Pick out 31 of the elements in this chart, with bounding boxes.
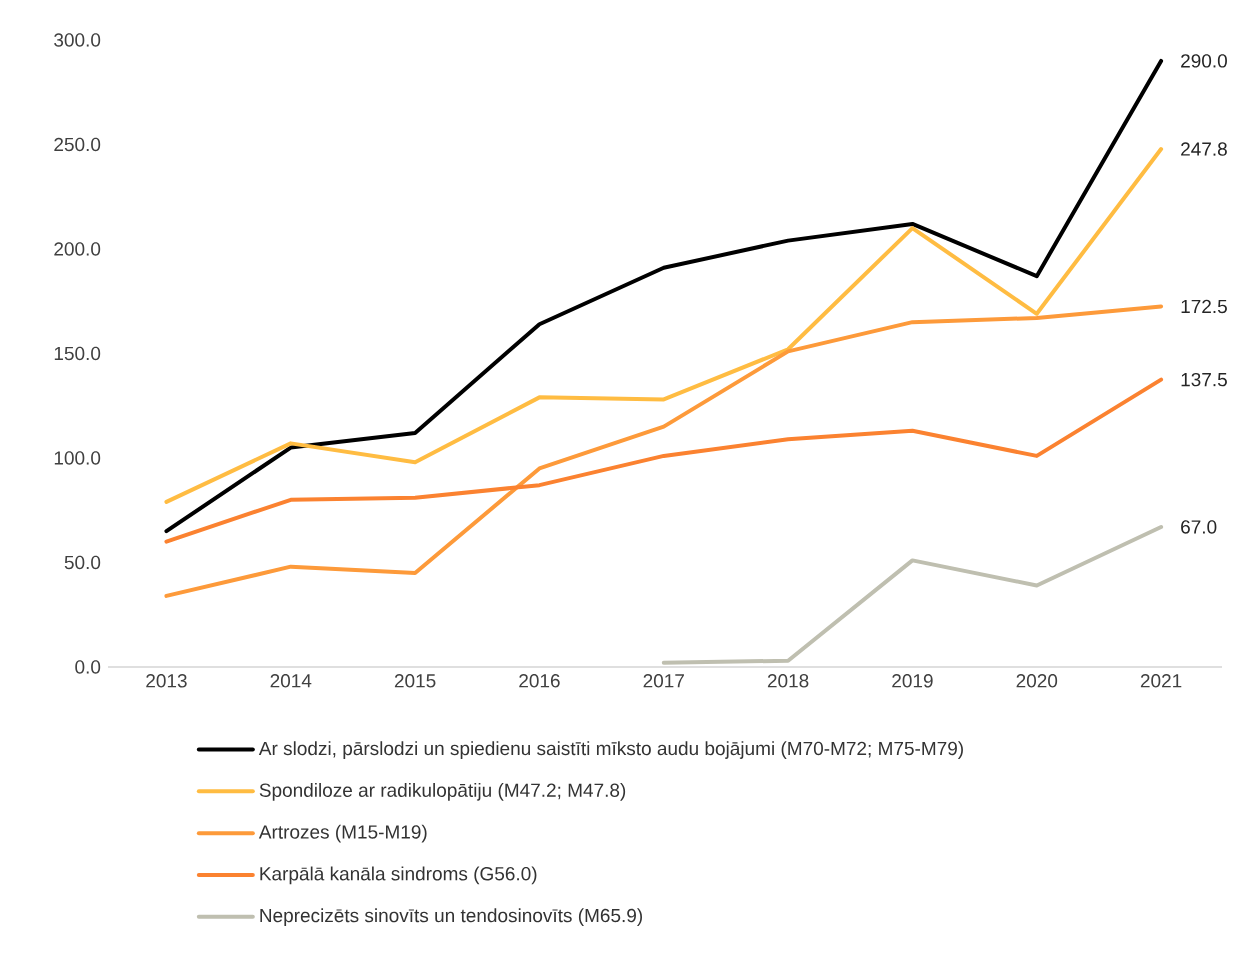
line-series [164, 147, 1164, 504]
y-tick-label: 100.0 [54, 451, 101, 465]
data-label: 67.0 [1181, 520, 1217, 534]
x-tick-label: 2021 [1140, 674, 1182, 688]
y-tick-label: 200.0 [54, 242, 101, 256]
y-tick-label: 150.0 [54, 346, 101, 361]
y-tick-label: 300.0 [54, 33, 101, 47]
legend-label: Neprecizēts sinovīts un tendosinovīts (M65.9) [260, 908, 643, 927]
x-tick-label: 2013 [146, 674, 187, 688]
y-tick-label: 0.0 [75, 660, 101, 674]
x-tick-label: 2018 [767, 674, 809, 688]
data-label: 247.8 [1181, 142, 1227, 156]
x-tick-label: 2015 [394, 674, 436, 688]
legend-label: Spondiloze ar radikulopātiju (M47.2; M47.8) [259, 782, 626, 801]
x-tick-label: 2014 [270, 674, 312, 688]
y-tick-label: 50.0 [64, 555, 101, 570]
legend-label: Ar slodzi, pārslodzi un spiedienu saistīti mīksto audu bojājumi (M70-M72; M75-M79) [258, 741, 963, 759]
legend-label: Artrozes (M15-M19) [258, 824, 427, 843]
x-tick-label: 2020 [1016, 674, 1058, 688]
x-tick-label: 2019 [892, 674, 933, 688]
x-tick-label: 2016 [519, 674, 560, 688]
line-series [661, 524, 1164, 665]
legend-label: Karpālā kanāla sindroms (G56.0) [260, 866, 537, 885]
data-label: 172.5 [1181, 299, 1227, 314]
line-series [164, 377, 1164, 544]
line-series [164, 58, 1164, 534]
data-label: 137.5 [1181, 372, 1227, 387]
data-label: 290.0 [1181, 54, 1227, 68]
x-tick-label: 2017 [643, 674, 684, 688]
y-tick-label: 250.0 [54, 137, 101, 152]
line-series [164, 304, 1164, 598]
